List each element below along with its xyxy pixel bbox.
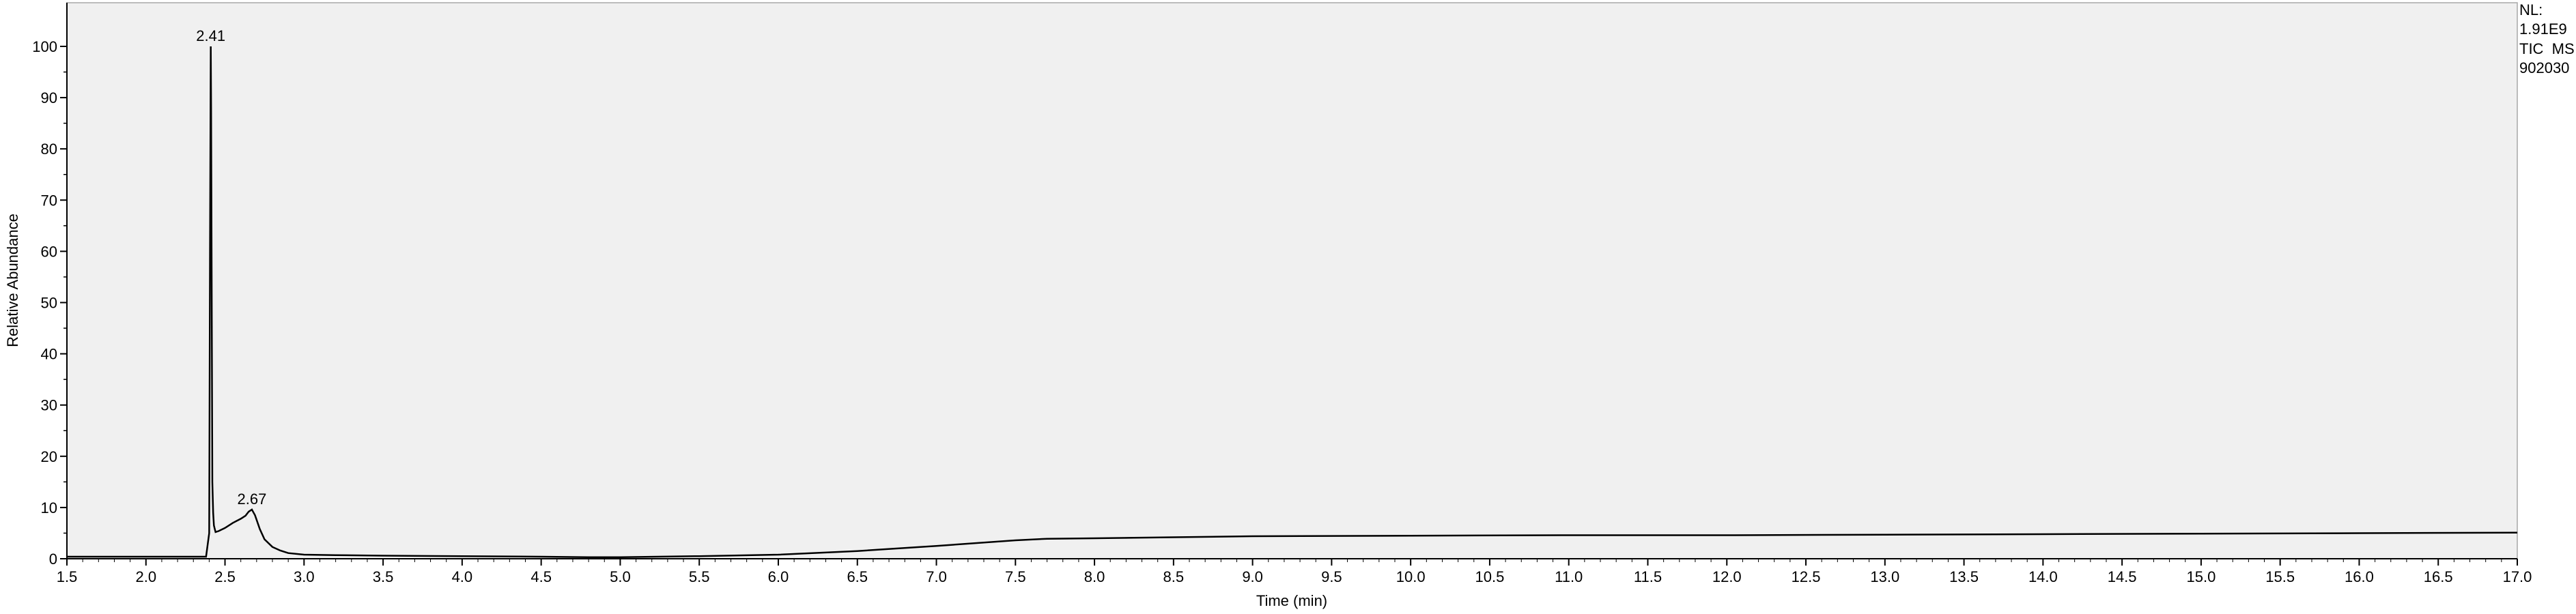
y-tick-label: 30 bbox=[41, 397, 57, 414]
y-tick-label: 50 bbox=[41, 295, 57, 312]
x-tick-label: 7.5 bbox=[1005, 568, 1026, 585]
info-file-id: 902030 bbox=[2519, 59, 2569, 76]
x-tick-label: 12.5 bbox=[1792, 568, 1821, 585]
info-nl-label: NL: bbox=[2519, 1, 2543, 18]
y-tick-label: 40 bbox=[41, 346, 57, 363]
x-tick-label: 10.0 bbox=[1396, 568, 1426, 585]
y-axis-label: Relative Abundance bbox=[4, 214, 21, 347]
x-tick-label: 2.5 bbox=[214, 568, 236, 585]
x-tick-label: 16.0 bbox=[2345, 568, 2374, 585]
y-tick-labels: 0 10 20 30 40 50 60 70 80 90 100 bbox=[32, 38, 57, 568]
x-tick-label: 5.5 bbox=[689, 568, 710, 585]
y-tick-label: 80 bbox=[41, 141, 57, 158]
peak-labels: 2.41 2.67 bbox=[196, 27, 266, 508]
x-tick-label: 2.0 bbox=[135, 568, 156, 585]
x-tick-label: 11.0 bbox=[1555, 568, 1583, 585]
x-tick-label: 12.0 bbox=[1712, 568, 1742, 585]
x-tick-label: 8.0 bbox=[1084, 568, 1105, 585]
x-tick-label: 15.5 bbox=[2265, 568, 2295, 585]
y-tick-label: 10 bbox=[41, 499, 57, 516]
x-tick-label: 13.0 bbox=[1870, 568, 1899, 585]
x-tick-labels: 1.5 2.0 2.5 3.0 3.5 4.0 4.5 5.0 5.5 6.0 6.5 7.0 7.5 8… bbox=[57, 568, 2532, 585]
x-tick-label: 11.5 bbox=[1634, 568, 1662, 585]
x-tick-label: 14.5 bbox=[2108, 568, 2137, 585]
x-tick-label: 6.0 bbox=[768, 568, 789, 585]
peak-label: 2.67 bbox=[237, 491, 266, 508]
tic-trace-line bbox=[67, 46, 2518, 558]
info-scan-filter: TIC MS bbox=[2519, 40, 2575, 57]
x-axis-label: Time (min) bbox=[1256, 592, 1327, 609]
x-tick-label: 14.0 bbox=[2028, 568, 2058, 585]
x-tick-label: 3.5 bbox=[373, 568, 394, 585]
x-tick-label: 5.0 bbox=[610, 568, 631, 585]
y-tick-label: 60 bbox=[41, 243, 57, 260]
x-tick-label: 7.0 bbox=[926, 568, 947, 585]
x-tick-label: 4.5 bbox=[530, 568, 552, 585]
x-tick-label: 13.5 bbox=[1949, 568, 1979, 585]
y-tick-label: 100 bbox=[32, 38, 57, 55]
info-nl-value: 1.91E9 bbox=[2519, 20, 2567, 38]
x-tick-label: 9.0 bbox=[1242, 568, 1263, 585]
x-tick-label: 16.5 bbox=[2424, 568, 2453, 585]
plot-area bbox=[66, 2, 2518, 559]
y-tick-label: 20 bbox=[41, 448, 57, 465]
y-tick-label: 90 bbox=[41, 89, 57, 106]
x-tick-label: 17.0 bbox=[2503, 568, 2532, 585]
x-tick-label: 4.0 bbox=[452, 568, 473, 585]
x-tick-label: 1.5 bbox=[57, 568, 78, 585]
peak-label: 2.41 bbox=[196, 27, 225, 44]
x-tick-label: 9.5 bbox=[1321, 568, 1342, 585]
x-tick-label: 3.0 bbox=[294, 568, 315, 585]
x-tick-label: 15.0 bbox=[2186, 568, 2216, 585]
y-tick-label: 70 bbox=[41, 192, 57, 209]
y-tick-label: 0 bbox=[49, 551, 57, 568]
info-box: NL: 1.91E9 TIC MS 902030 bbox=[2519, 1, 2575, 76]
x-tick-label: 8.5 bbox=[1163, 568, 1185, 585]
x-tick-label: 6.5 bbox=[847, 568, 868, 585]
x-tick-label: 10.5 bbox=[1475, 568, 1505, 585]
